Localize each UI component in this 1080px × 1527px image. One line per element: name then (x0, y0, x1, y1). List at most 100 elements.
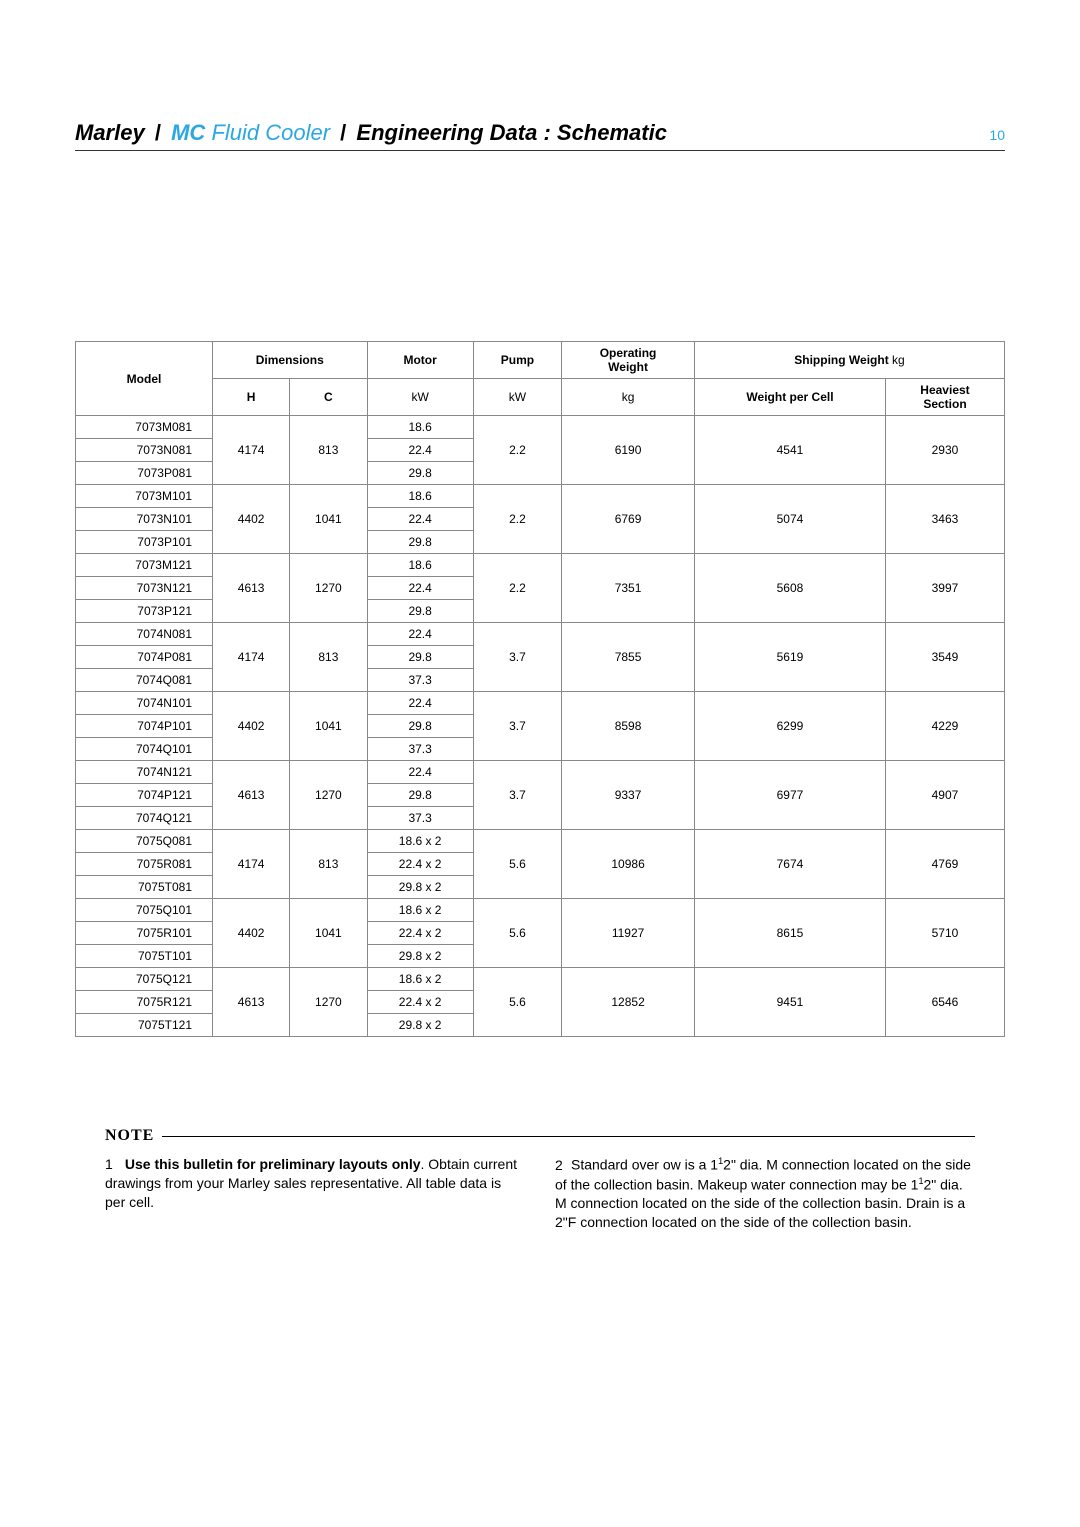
cell-motor: 37.3 (367, 669, 473, 692)
col-ship-weight: Shipping Weight kg (695, 342, 1005, 379)
cell-op-weight: 9337 (562, 761, 695, 830)
col-pump: Pump (473, 342, 561, 379)
cell-C: 1270 (290, 968, 367, 1037)
table-row: 7073M1214613127018.62.2735156083997 (76, 554, 1005, 577)
cell-H: 4613 (213, 968, 290, 1037)
cell-motor: 18.6 (367, 416, 473, 439)
cell-motor: 18.6 x 2 (367, 830, 473, 853)
cell-op-weight: 12852 (562, 968, 695, 1037)
col-ship-weight-unit: kg (892, 353, 905, 367)
cell-C: 1041 (290, 692, 367, 761)
cell-motor: 18.6 (367, 554, 473, 577)
cell-model: 7075Q081 (76, 830, 213, 853)
title-section: Engineering Data : Schematic (356, 120, 667, 145)
cell-H: 4402 (213, 692, 290, 761)
cell-motor: 22.4 (367, 761, 473, 784)
note-block: NOTE 1 Use this bulletin for preliminary… (75, 1127, 1005, 1232)
cell-wpc: 7674 (695, 830, 886, 899)
cell-op-weight: 10986 (562, 830, 695, 899)
cell-motor: 29.8 x 2 (367, 876, 473, 899)
cell-H: 4613 (213, 761, 290, 830)
cell-wpc: 9451 (695, 968, 886, 1037)
cell-pump: 5.6 (473, 830, 561, 899)
cell-pump: 5.6 (473, 968, 561, 1037)
cell-model: 7075Q121 (76, 968, 213, 991)
cell-pump: 2.2 (473, 485, 561, 554)
cell-motor: 22.4 (367, 508, 473, 531)
col-heaviest-1: Heaviest (920, 383, 969, 397)
cell-op-weight: 7855 (562, 623, 695, 692)
cell-wpc: 5074 (695, 485, 886, 554)
cell-H: 4402 (213, 899, 290, 968)
cell-heaviest: 3463 (885, 485, 1004, 554)
title-slash: / (151, 120, 165, 145)
cell-motor: 22.4 x 2 (367, 853, 473, 876)
cell-model: 7074Q081 (76, 669, 213, 692)
cell-wpc: 5619 (695, 623, 886, 692)
col-pump-unit: kW (473, 379, 561, 416)
cell-op-weight: 8598 (562, 692, 695, 761)
col-heaviest: Heaviest Section (885, 379, 1004, 416)
table-row: 7075Q081417481318.6 x 25.61098676744769 (76, 830, 1005, 853)
table-head: Model Dimensions Motor Pump Operating We… (76, 342, 1005, 416)
cell-motor: 22.4 x 2 (367, 991, 473, 1014)
cell-model: 7075R121 (76, 991, 213, 1014)
cell-motor: 29.8 x 2 (367, 1014, 473, 1037)
col-dimensions: Dimensions (213, 342, 368, 379)
cell-model: 7075R081 (76, 853, 213, 876)
cell-model: 7074N081 (76, 623, 213, 646)
cell-model: 7073M081 (76, 416, 213, 439)
cell-model: 7075Q101 (76, 899, 213, 922)
col-op-weight: Operating Weight (562, 342, 695, 379)
cell-op-weight: 6190 (562, 416, 695, 485)
cell-heaviest: 2930 (885, 416, 1004, 485)
cell-H: 4402 (213, 485, 290, 554)
cell-model: 7075T081 (76, 876, 213, 899)
cell-motor: 18.6 x 2 (367, 968, 473, 991)
table-row: 7073M081417481318.62.2619045412930 (76, 416, 1005, 439)
table-row: 7073M1014402104118.62.2676950743463 (76, 485, 1005, 508)
cell-model: 7074P081 (76, 646, 213, 669)
cell-H: 4613 (213, 554, 290, 623)
col-C: C (290, 379, 367, 416)
cell-motor: 29.8 x 2 (367, 945, 473, 968)
note-1: 1 Use this bulletin for preliminary layo… (105, 1155, 525, 1232)
col-heaviest-2: Section (923, 397, 966, 411)
note-2-num: 2 (555, 1156, 571, 1175)
cell-wpc: 4541 (695, 416, 886, 485)
data-table-wrap: Model Dimensions Motor Pump Operating We… (75, 341, 1005, 1037)
data-table: Model Dimensions Motor Pump Operating We… (75, 341, 1005, 1037)
note-line-icon (162, 1136, 975, 1137)
cell-op-weight: 7351 (562, 554, 695, 623)
cell-heaviest: 4769 (885, 830, 1004, 899)
title-mc: MC (171, 120, 205, 145)
cell-C: 1270 (290, 554, 367, 623)
col-wpc: Weight per Cell (695, 379, 886, 416)
cell-motor: 37.3 (367, 738, 473, 761)
cell-motor: 29.8 (367, 784, 473, 807)
note-2: 2Standard over ow is a 112" dia. M conne… (555, 1155, 975, 1232)
note-rule: NOTE (105, 1127, 975, 1145)
table-row: 7074N081417481322.43.7785556193549 (76, 623, 1005, 646)
cell-pump: 3.7 (473, 692, 561, 761)
cell-motor: 29.8 (367, 462, 473, 485)
title-brand: Marley (75, 120, 145, 145)
col-ship-weight-label: Shipping Weight (794, 353, 888, 367)
cell-motor: 22.4 x 2 (367, 922, 473, 945)
cell-model: 7073P081 (76, 462, 213, 485)
cell-C: 813 (290, 416, 367, 485)
cell-H: 4174 (213, 830, 290, 899)
cell-model: 7073P101 (76, 531, 213, 554)
cell-pump: 5.6 (473, 899, 561, 968)
cell-op-weight: 6769 (562, 485, 695, 554)
table-row: 7074N1214613127022.43.7933769774907 (76, 761, 1005, 784)
col-op-weight-2: Weight (608, 360, 648, 374)
note-columns: 1 Use this bulletin for preliminary layo… (105, 1155, 975, 1232)
cell-model: 7074P101 (76, 715, 213, 738)
cell-heaviest: 3997 (885, 554, 1004, 623)
cell-model: 7075T121 (76, 1014, 213, 1037)
cell-motor: 18.6 (367, 485, 473, 508)
note-1-bold: Use this bulletin for preliminary layout… (125, 1156, 421, 1172)
cell-model: 7073N081 (76, 439, 213, 462)
col-motor-unit: kW (367, 379, 473, 416)
